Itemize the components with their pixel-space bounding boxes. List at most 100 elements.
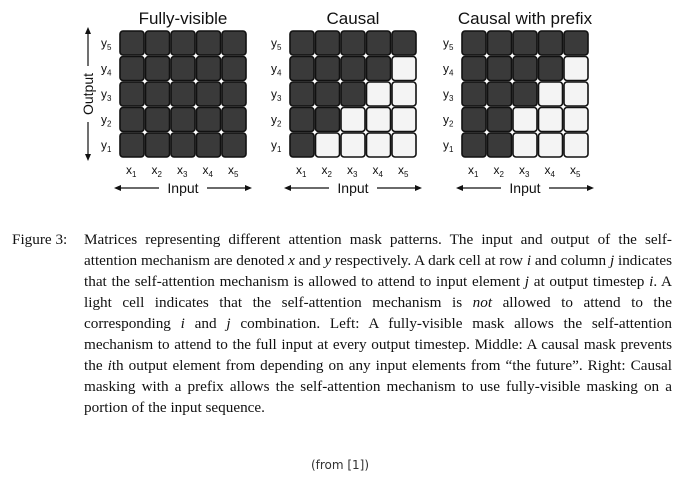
mask-cell-dark bbox=[461, 132, 487, 158]
row-label: y3 bbox=[101, 87, 112, 103]
mask-cell-dark bbox=[289, 81, 315, 107]
col-label: x5 bbox=[398, 163, 409, 179]
panel-title: Fully-visible bbox=[139, 9, 228, 28]
mask-cell-dark bbox=[289, 132, 315, 158]
mask-cell-dark bbox=[314, 55, 341, 82]
mask-cell-dark bbox=[221, 81, 247, 107]
mask-cell-dark bbox=[461, 81, 487, 107]
caption-run: and bbox=[184, 315, 227, 332]
caption-run: j bbox=[609, 252, 615, 269]
mask-cell-dark bbox=[537, 55, 564, 82]
mask-cell-light bbox=[391, 55, 417, 82]
mask-cell-dark bbox=[486, 132, 513, 158]
col-label: x5 bbox=[228, 163, 239, 179]
mask-cell-dark bbox=[314, 81, 341, 107]
caption-run: combination. Left: A fully-visible mask … bbox=[84, 315, 672, 374]
x-axis-label: Input bbox=[337, 180, 368, 196]
x-axis-label: Input bbox=[509, 180, 540, 196]
caption-run: indicates that the self-attention mechan… bbox=[84, 252, 672, 290]
mask-cell-dark bbox=[119, 81, 145, 107]
row-label: y5 bbox=[101, 36, 112, 52]
col-label: x2 bbox=[494, 163, 505, 179]
row-label: y2 bbox=[271, 113, 282, 129]
mask-cell-light bbox=[365, 132, 392, 158]
input-arrowhead-left bbox=[456, 185, 463, 191]
col-label: x2 bbox=[322, 163, 333, 179]
output-arrowhead-up bbox=[85, 27, 91, 34]
mask-cell-dark bbox=[170, 106, 196, 133]
mask-cell-dark bbox=[144, 132, 171, 158]
row-label: y3 bbox=[271, 87, 282, 103]
caption-run: respectively. A dark cell at row bbox=[331, 252, 527, 269]
mask-cell-dark bbox=[195, 81, 222, 107]
row-label: y1 bbox=[443, 138, 454, 154]
figure-caption: Figure 3: Matrices representing differen… bbox=[12, 229, 672, 418]
mask-cell-dark bbox=[289, 106, 315, 133]
caption-run: i bbox=[107, 357, 112, 374]
caption-run: y bbox=[324, 252, 332, 269]
input-arrowhead-right bbox=[587, 185, 594, 191]
output-arrowhead-down bbox=[85, 154, 91, 161]
attention-mask-figure: Fully-visible y5 y4 y3 y2 y1 x1 x2 x3 x4 x5 Input Ca… bbox=[80, 9, 594, 196]
mask-cell-dark bbox=[340, 55, 366, 82]
mask-cell-dark bbox=[486, 81, 513, 107]
mask-cell-dark bbox=[340, 81, 366, 107]
caption-label: Figure 3: bbox=[12, 231, 68, 248]
mask-cell-dark bbox=[486, 106, 513, 133]
mask-cell-dark bbox=[486, 55, 513, 82]
caption-run: and column bbox=[531, 252, 610, 269]
mask-cell-dark bbox=[195, 55, 222, 82]
mask-cell-dark bbox=[391, 30, 417, 56]
col-label: x4 bbox=[203, 163, 214, 179]
caption-run: x bbox=[288, 252, 295, 269]
mask-cell-light bbox=[512, 106, 538, 133]
mask-cell-dark bbox=[170, 55, 196, 82]
mask-cell-dark bbox=[563, 30, 589, 56]
mask-cell-dark bbox=[195, 132, 222, 158]
caption-run: j bbox=[226, 315, 231, 332]
row-label: y2 bbox=[443, 113, 454, 129]
mask-cell-light bbox=[563, 55, 589, 82]
mask-cell-dark bbox=[221, 30, 247, 56]
row-label: y5 bbox=[443, 36, 454, 52]
mask-cell-dark bbox=[170, 30, 196, 56]
mask-cell-light bbox=[314, 132, 341, 158]
mask-cell-dark bbox=[170, 132, 196, 158]
mask-cell-light bbox=[391, 106, 417, 133]
caption-run: . A light cell indicates that the self-a… bbox=[84, 273, 672, 311]
mask-cell-dark bbox=[221, 106, 247, 133]
input-arrowhead-left bbox=[114, 185, 121, 191]
x-axis-label: Input bbox=[167, 180, 198, 196]
mask-cell-dark bbox=[461, 30, 487, 56]
mask-cell-dark bbox=[144, 30, 171, 56]
mask-cell-dark bbox=[119, 30, 145, 56]
mask-cell-dark bbox=[119, 55, 145, 82]
mask-cell-dark bbox=[119, 132, 145, 158]
mask-cell-dark bbox=[365, 55, 392, 82]
panel-title: Causal with prefix bbox=[458, 9, 593, 28]
mask-cell-dark bbox=[221, 132, 247, 158]
input-arrowhead-right bbox=[415, 185, 422, 191]
mask-cell-light bbox=[365, 81, 392, 107]
source-footnote: (from [1]) bbox=[310, 458, 370, 472]
mask-cell-dark bbox=[314, 106, 341, 133]
row-label: y5 bbox=[271, 36, 282, 52]
mask-cell-dark bbox=[119, 106, 145, 133]
caption-run: j bbox=[524, 273, 529, 290]
caption-text: Matrices representing different attentio… bbox=[84, 229, 672, 418]
y-axis-label: Output bbox=[80, 73, 96, 115]
mask-cell-light bbox=[563, 106, 589, 133]
row-label: y3 bbox=[443, 87, 454, 103]
mask-cell-light bbox=[340, 106, 366, 133]
row-label: y4 bbox=[443, 62, 454, 78]
mask-cell-dark bbox=[537, 30, 564, 56]
mask-cell-dark bbox=[512, 81, 538, 107]
mask-cell-dark bbox=[170, 81, 196, 107]
caption-run: not bbox=[472, 294, 493, 311]
mask-cell-light bbox=[563, 132, 589, 158]
mask-cell-dark bbox=[144, 55, 171, 82]
mask-cell-dark bbox=[221, 55, 247, 82]
col-label: x3 bbox=[177, 163, 188, 179]
col-label: x1 bbox=[468, 163, 479, 179]
mask-cell-dark bbox=[512, 30, 538, 56]
